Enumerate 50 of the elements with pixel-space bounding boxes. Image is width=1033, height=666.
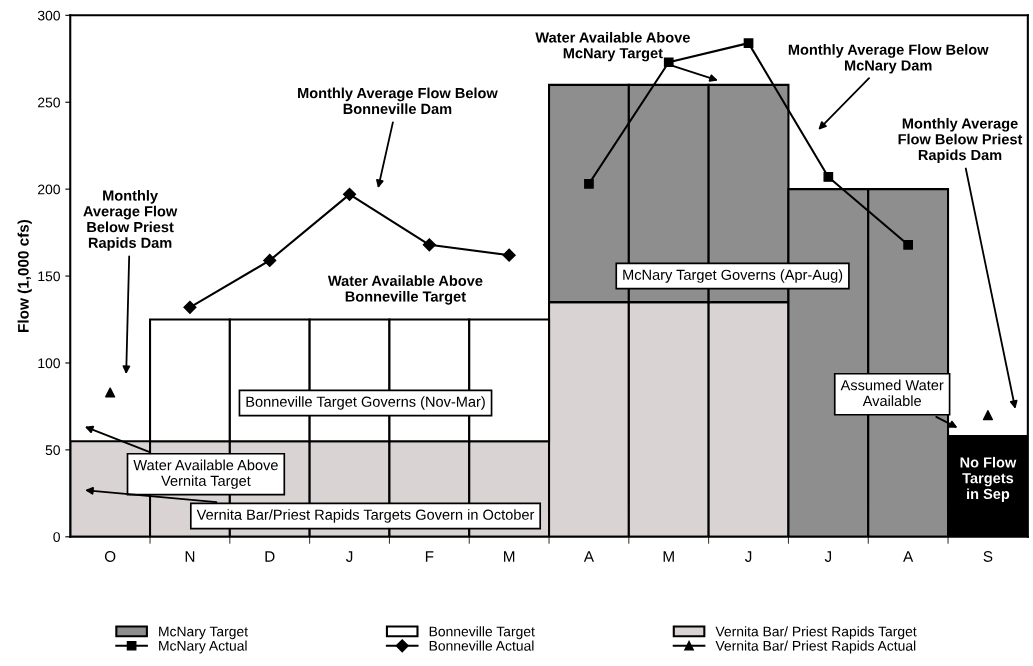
point (903, 239, 913, 250)
annotation: Monthly Average Flow Below Priest Rapids Dam (83, 190, 178, 251)
point (263, 253, 277, 268)
annotation: No Flow Targets in Sep (960, 456, 1017, 502)
x-tick-label: M (504, 551, 515, 562)
point (663, 57, 674, 68)
annotation: Vernita Bar/Priest Rapids Targets Govern in October (196, 509, 535, 523)
annotation: Water Available Above Vernita Target (133, 459, 278, 489)
point (422, 238, 436, 252)
legend-label: McNary Actual (159, 640, 247, 654)
y-tick-label: 200 (38, 184, 60, 195)
point (502, 248, 516, 262)
x-tick-label: M (663, 551, 674, 562)
legend-label: McNary Target (159, 626, 248, 640)
point (584, 179, 594, 189)
x-tick-label: S (983, 551, 993, 562)
point (183, 300, 197, 314)
x-tick-label: D (265, 551, 275, 562)
annotation: Water Available Above McNary Target (535, 31, 690, 62)
annotation: Monthly Average Flow Below Priest Rapids Dam (898, 117, 1023, 164)
x-tick-label: O (104, 551, 116, 562)
point (743, 38, 754, 48)
y-tick-label: 100 (38, 358, 60, 369)
legend-label: Bonneville Actual (429, 640, 534, 651)
y-tick-label: 300 (37, 10, 60, 21)
x-tick-label: N (185, 551, 195, 562)
x-tick-label: A (903, 551, 914, 562)
annotation: Monthly Average Flow Below McNary Dam (788, 44, 989, 74)
annotation: Monthly Average Flow Below Bonneville Dam (298, 87, 498, 115)
point (823, 172, 834, 182)
x-tick-label: F (425, 551, 434, 562)
point (982, 410, 994, 421)
x-tick-label: A (583, 551, 594, 562)
annotation: Bonneville Target Governs (Nov-Mar) (246, 396, 485, 410)
y-tick-label: 0 (53, 532, 60, 542)
legend-label: Vernita Bar/ Priest Rapids Actual (715, 640, 916, 654)
point (342, 187, 357, 201)
y-axis-title: Flow (1,000 cfs) (17, 219, 32, 332)
annotation: Water Available Above Bonneville Target (327, 275, 483, 305)
x-tick-label: J (345, 551, 353, 562)
legend-label: Vernita Bar/ Priest Rapids Target (715, 626, 917, 640)
legend-label: Bonneville Target (429, 626, 535, 640)
point (105, 387, 116, 398)
y-tick-label: 50 (45, 445, 60, 456)
annotation: Assumed Water Available (840, 379, 944, 407)
x-tick-label: J (744, 551, 752, 562)
y-tick-label: 150 (38, 271, 60, 282)
x-tick-label: J (824, 551, 832, 562)
annotation: McNary Target Governs (Apr-Aug) (623, 269, 843, 283)
y-tick-label: 250 (38, 97, 60, 108)
